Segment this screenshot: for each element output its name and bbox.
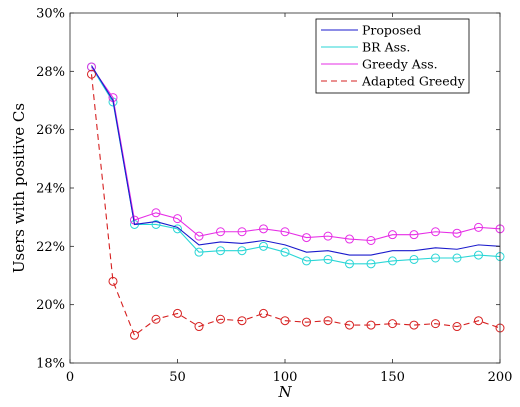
ticks-layer: 0 50 100 150 200 18% 20% 22% 24% 26% 28% 30% <box>36 7 512 386</box>
series-3-point-13 <box>366 320 376 330</box>
series-1-point-16 <box>431 253 440 263</box>
legend-item-3: Adapted Greedy <box>321 73 466 88</box>
y-tick-label-4: 26% <box>36 123 65 138</box>
legend-box <box>315 18 470 94</box>
legend-label-0: Proposed <box>362 22 421 37</box>
series-3-point-11 <box>323 316 333 326</box>
series-2-point-13 <box>366 236 376 245</box>
series-2-point-15 <box>409 230 419 240</box>
legend-item-0: Proposed <box>321 22 421 37</box>
series-1-point-11 <box>323 254 333 264</box>
legend: Proposed BR Ass. Greedy Ass. Adapted Greedy <box>315 18 470 94</box>
series-3-point-15 <box>409 320 419 330</box>
y-tick-label-2: 22% <box>36 240 65 255</box>
x-tick-label-2: 100 <box>273 370 298 385</box>
series-line-3 <box>90 74 501 337</box>
series-1-point-12 <box>345 259 354 269</box>
series-2 <box>87 62 505 245</box>
series-3-point-12 <box>345 320 354 330</box>
series-3-point-7 <box>237 316 247 326</box>
series-1-point-5 <box>194 247 204 257</box>
x-tick-label-4: 200 <box>488 370 513 385</box>
series-3-point-6 <box>216 314 225 324</box>
series-1-point-6 <box>216 246 225 256</box>
series-2-point-9 <box>280 227 290 237</box>
series-1-point-4 <box>173 224 182 234</box>
x-tick-label-3: 150 <box>380 370 405 385</box>
x-tick-label-1: 50 <box>169 370 186 385</box>
series-layer <box>87 62 505 340</box>
series-3-point-0 <box>87 69 96 79</box>
x-axis-label: N <box>277 383 292 401</box>
series-2-point-12 <box>345 234 354 244</box>
y-tick-label-1: 20% <box>36 298 65 313</box>
series-1-point-13 <box>366 259 376 269</box>
y-tick-label-0: 18% <box>36 357 65 372</box>
series-3 <box>87 69 505 340</box>
series-3-point-14 <box>388 319 397 329</box>
series-2-point-7 <box>237 227 247 237</box>
series-3-point-8 <box>259 308 268 318</box>
series-1-point-9 <box>280 247 290 257</box>
series-3-point-3 <box>151 314 161 324</box>
series-3-point-17 <box>452 322 462 332</box>
series-2-point-11 <box>323 231 333 241</box>
legend-item-1: BR Ass. <box>321 39 410 54</box>
legend-label-2: Greedy Ass. <box>362 56 438 71</box>
series-line-0 <box>91 65 501 256</box>
series-1-point-7 <box>237 246 247 256</box>
series-1-point-15 <box>409 254 419 264</box>
legend-item-2: Greedy Ass. <box>321 56 438 71</box>
series-2-point-5 <box>194 231 204 241</box>
series-2-point-18 <box>474 222 483 232</box>
series-1-point-3 <box>151 219 161 229</box>
y-tick-label-5: 28% <box>36 65 65 80</box>
series-1-point-18 <box>474 250 483 260</box>
series-2-point-6 <box>216 227 225 237</box>
series-3-point-16 <box>431 319 440 329</box>
series-3-point-5 <box>194 322 204 332</box>
series-1-point-8 <box>259 241 268 251</box>
series-2-point-3 <box>151 208 161 218</box>
series-3-point-1 <box>108 276 118 286</box>
series-2-point-10 <box>302 233 311 243</box>
series-2-point-0 <box>87 62 96 72</box>
series-3-point-9 <box>280 316 290 326</box>
y-tick-label-6: 30% <box>36 7 65 22</box>
series-2-point-14 <box>388 230 397 240</box>
y-axis-label: Users with positive Cs <box>10 103 28 273</box>
series-1-point-17 <box>452 253 462 263</box>
y-tick-label-3: 24% <box>36 182 65 197</box>
series-2-point-4 <box>173 214 182 224</box>
series-3-point-4 <box>173 308 182 318</box>
series-1-point-14 <box>388 256 397 266</box>
x-tick-label-0: 0 <box>66 370 74 385</box>
series-2-point-17 <box>452 228 462 238</box>
series-3-point-18 <box>474 316 483 326</box>
series-0 <box>91 65 501 256</box>
legend-label-1: BR Ass. <box>362 39 410 54</box>
series-3-point-2 <box>130 330 139 340</box>
series-1-point-10 <box>302 256 311 266</box>
series-2-point-16 <box>431 227 440 237</box>
series-2-point-8 <box>259 224 268 234</box>
legend-label-3: Adapted Greedy <box>361 73 466 88</box>
series-3-point-10 <box>302 317 311 327</box>
